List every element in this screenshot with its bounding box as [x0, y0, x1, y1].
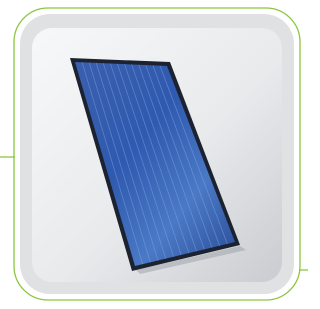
product-icon	[0, 0, 308, 309]
